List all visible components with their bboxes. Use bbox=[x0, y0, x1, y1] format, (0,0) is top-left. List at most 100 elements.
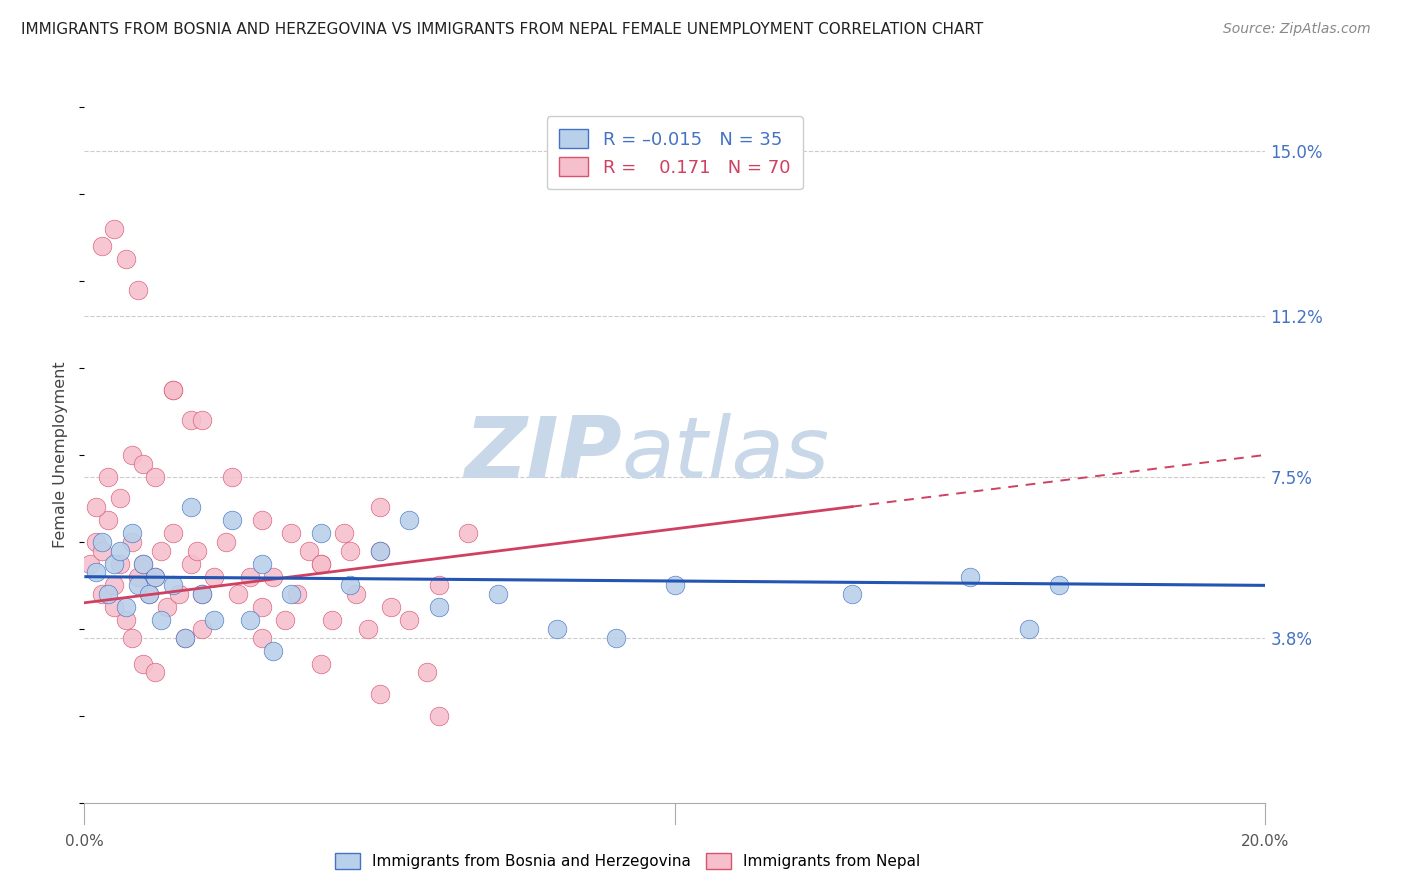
Point bbox=[103, 578, 125, 592]
Point bbox=[143, 469, 166, 483]
Point bbox=[357, 622, 380, 636]
Point bbox=[221, 469, 243, 483]
Y-axis label: Female Unemployment: Female Unemployment bbox=[53, 361, 69, 549]
Point bbox=[380, 600, 402, 615]
Point bbox=[97, 513, 120, 527]
Point bbox=[84, 566, 107, 580]
Point bbox=[427, 600, 450, 615]
Point bbox=[150, 543, 173, 558]
Point bbox=[191, 413, 214, 427]
Point bbox=[114, 600, 136, 615]
Point bbox=[841, 587, 863, 601]
Point bbox=[127, 570, 149, 584]
Point bbox=[191, 587, 214, 601]
Point bbox=[416, 665, 439, 680]
Legend: Immigrants from Bosnia and Herzegovina, Immigrants from Nepal: Immigrants from Bosnia and Herzegovina, … bbox=[329, 847, 927, 875]
Point bbox=[156, 600, 179, 615]
Point bbox=[180, 500, 202, 514]
Point bbox=[339, 543, 361, 558]
Point bbox=[664, 578, 686, 592]
Point bbox=[108, 491, 131, 506]
Point bbox=[143, 665, 166, 680]
Point bbox=[191, 622, 214, 636]
Point bbox=[97, 587, 120, 601]
Point bbox=[114, 613, 136, 627]
Point bbox=[309, 657, 332, 671]
Point bbox=[180, 557, 202, 571]
Point bbox=[91, 543, 114, 558]
Point bbox=[103, 600, 125, 615]
Point bbox=[103, 557, 125, 571]
Point bbox=[143, 570, 166, 584]
Point bbox=[274, 613, 297, 627]
Point bbox=[84, 500, 107, 514]
Point bbox=[97, 469, 120, 483]
Point bbox=[91, 587, 114, 601]
Text: 0.0%: 0.0% bbox=[65, 834, 104, 849]
Point bbox=[108, 543, 131, 558]
Point bbox=[180, 413, 202, 427]
Point bbox=[121, 526, 143, 541]
Point bbox=[368, 500, 391, 514]
Point bbox=[280, 587, 302, 601]
Point bbox=[121, 448, 143, 462]
Point bbox=[239, 570, 262, 584]
Point bbox=[368, 543, 391, 558]
Point bbox=[250, 557, 273, 571]
Point bbox=[162, 578, 184, 592]
Point bbox=[285, 587, 308, 601]
Point bbox=[162, 526, 184, 541]
Point bbox=[127, 283, 149, 297]
Point bbox=[79, 557, 101, 571]
Point bbox=[202, 570, 225, 584]
Point bbox=[138, 587, 160, 601]
Point bbox=[250, 600, 273, 615]
Point bbox=[114, 252, 136, 267]
Point bbox=[143, 570, 166, 584]
Point bbox=[150, 613, 173, 627]
Point bbox=[191, 587, 214, 601]
Point bbox=[221, 513, 243, 527]
Point bbox=[398, 513, 420, 527]
Text: Source: ZipAtlas.com: Source: ZipAtlas.com bbox=[1223, 22, 1371, 37]
Point bbox=[167, 587, 190, 601]
Point bbox=[344, 587, 367, 601]
Point bbox=[1018, 622, 1040, 636]
Point bbox=[91, 535, 114, 549]
Point bbox=[91, 239, 114, 253]
Point bbox=[173, 631, 195, 645]
Point bbox=[173, 631, 195, 645]
Point bbox=[368, 687, 391, 701]
Text: atlas: atlas bbox=[621, 413, 830, 497]
Point bbox=[226, 587, 249, 601]
Point bbox=[250, 631, 273, 645]
Point bbox=[1047, 578, 1070, 592]
Point bbox=[486, 587, 509, 601]
Point bbox=[427, 708, 450, 723]
Point bbox=[202, 613, 225, 627]
Point bbox=[132, 557, 155, 571]
Point bbox=[309, 557, 332, 571]
Point bbox=[132, 657, 155, 671]
Point bbox=[298, 543, 321, 558]
Point bbox=[132, 457, 155, 471]
Point bbox=[138, 587, 160, 601]
Text: 20.0%: 20.0% bbox=[1241, 834, 1289, 849]
Point bbox=[427, 578, 450, 592]
Point bbox=[84, 535, 107, 549]
Point bbox=[309, 557, 332, 571]
Point bbox=[108, 557, 131, 571]
Point bbox=[280, 526, 302, 541]
Point bbox=[321, 613, 343, 627]
Point bbox=[103, 221, 125, 235]
Point bbox=[186, 543, 208, 558]
Point bbox=[121, 631, 143, 645]
Text: IMMIGRANTS FROM BOSNIA AND HERZEGOVINA VS IMMIGRANTS FROM NEPAL FEMALE UNEMPLOYM: IMMIGRANTS FROM BOSNIA AND HERZEGOVINA V… bbox=[21, 22, 983, 37]
Point bbox=[215, 535, 238, 549]
Point bbox=[339, 578, 361, 592]
Text: ZIP: ZIP bbox=[464, 413, 621, 497]
Point bbox=[333, 526, 356, 541]
Point bbox=[309, 526, 332, 541]
Point bbox=[239, 613, 262, 627]
Point bbox=[398, 613, 420, 627]
